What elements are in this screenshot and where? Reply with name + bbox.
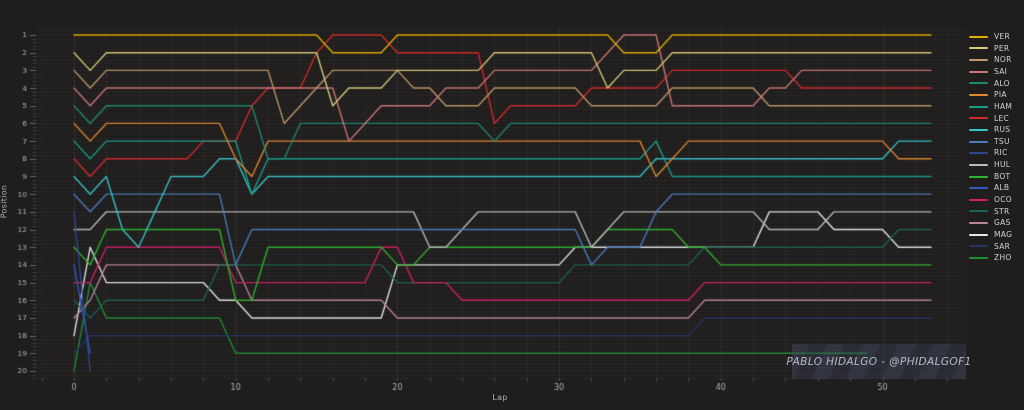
legend-item-tsu[interactable]: TSU bbox=[969, 136, 1012, 148]
legend-swatch-ham bbox=[969, 105, 988, 108]
legend-label: SAI bbox=[994, 66, 1008, 76]
legend-label: GAS bbox=[994, 218, 1011, 228]
legend-label: LEC bbox=[994, 113, 1010, 123]
legend-item-hul[interactable]: HUL bbox=[969, 159, 1012, 171]
legend-item-alb[interactable]: ALB bbox=[969, 182, 1012, 194]
legend-label: ALO bbox=[994, 78, 1010, 88]
legend-swatch-alo bbox=[969, 82, 988, 85]
legend-swatch-alb bbox=[969, 187, 988, 190]
legend-label: ZHO bbox=[994, 253, 1012, 263]
legend-item-pia[interactable]: PIA bbox=[969, 89, 1012, 101]
legend-swatch-bot bbox=[969, 175, 988, 178]
legend-label: ALB bbox=[994, 183, 1010, 193]
legend-swatch-str bbox=[969, 210, 988, 213]
legend-label: VER bbox=[994, 32, 1010, 42]
legend-swatch-hul bbox=[969, 163, 988, 166]
legend-item-ham[interactable]: HAM bbox=[969, 101, 1012, 113]
legend: VER PER NOR SAI ALO PIA HAM LEC RUS TSU RIC HUL BOT A… bbox=[969, 31, 1012, 264]
legend-swatch-ric bbox=[969, 152, 988, 155]
legend-swatch-oco bbox=[969, 198, 988, 201]
legend-item-ric[interactable]: RIC bbox=[969, 147, 1012, 159]
legend-swatch-lec bbox=[969, 117, 988, 120]
legend-label: HAM bbox=[994, 101, 1013, 111]
legend-item-gas[interactable]: GAS bbox=[969, 217, 1012, 229]
legend-swatch-per bbox=[969, 47, 988, 50]
legend-item-zho[interactable]: ZHO bbox=[969, 252, 1012, 264]
legend-swatch-mag bbox=[969, 233, 988, 236]
legend-label: STR bbox=[994, 206, 1010, 216]
legend-item-mag[interactable]: MAG bbox=[969, 229, 1012, 241]
legend-label: TSU bbox=[994, 136, 1010, 146]
legend-swatch-ver bbox=[969, 35, 988, 38]
x-axis-title: Lap bbox=[492, 393, 508, 402]
legend-label: BOT bbox=[994, 171, 1011, 181]
legend-swatch-sai bbox=[969, 70, 988, 73]
legend-label: OCO bbox=[994, 195, 1012, 205]
watermark-text: PABLO HIDALGO - @PHIDALGOF1 bbox=[786, 355, 972, 368]
legend-label: SAR bbox=[994, 241, 1011, 251]
legend-swatch-gas bbox=[969, 222, 988, 225]
legend-item-sai[interactable]: SAI bbox=[969, 66, 1012, 78]
legend-label: PIA bbox=[994, 90, 1007, 100]
legend-label: NOR bbox=[994, 55, 1012, 65]
legend-item-ver[interactable]: VER bbox=[969, 31, 1012, 43]
legend-item-bot[interactable]: BOT bbox=[969, 171, 1012, 183]
legend-label: RUS bbox=[994, 125, 1011, 135]
legend-swatch-sar bbox=[969, 245, 988, 248]
legend-item-lec[interactable]: LEC bbox=[969, 112, 1012, 124]
legend-item-rus[interactable]: RUS bbox=[969, 124, 1012, 136]
legend-item-oco[interactable]: OCO bbox=[969, 194, 1012, 206]
legend-item-nor[interactable]: NOR bbox=[969, 54, 1012, 66]
legend-item-sar[interactable]: SAR bbox=[969, 241, 1012, 253]
legend-label: RIC bbox=[994, 148, 1008, 158]
legend-swatch-rus bbox=[969, 128, 988, 131]
legend-item-alo[interactable]: ALO bbox=[969, 78, 1012, 90]
legend-label: MAG bbox=[994, 229, 1013, 239]
legend-item-per[interactable]: PER bbox=[969, 43, 1012, 55]
legend-swatch-zho bbox=[969, 256, 988, 259]
legend-label: HUL bbox=[994, 160, 1011, 170]
legend-item-str[interactable]: STR bbox=[969, 206, 1012, 218]
legend-label: PER bbox=[994, 43, 1010, 53]
y-axis-title: Position bbox=[0, 184, 9, 219]
legend-swatch-pia bbox=[969, 94, 988, 97]
watermark: PABLO HIDALGO - @PHIDALGOF1 bbox=[786, 344, 971, 379]
legend-swatch-tsu bbox=[969, 140, 988, 143]
legend-swatch-nor bbox=[969, 59, 988, 62]
